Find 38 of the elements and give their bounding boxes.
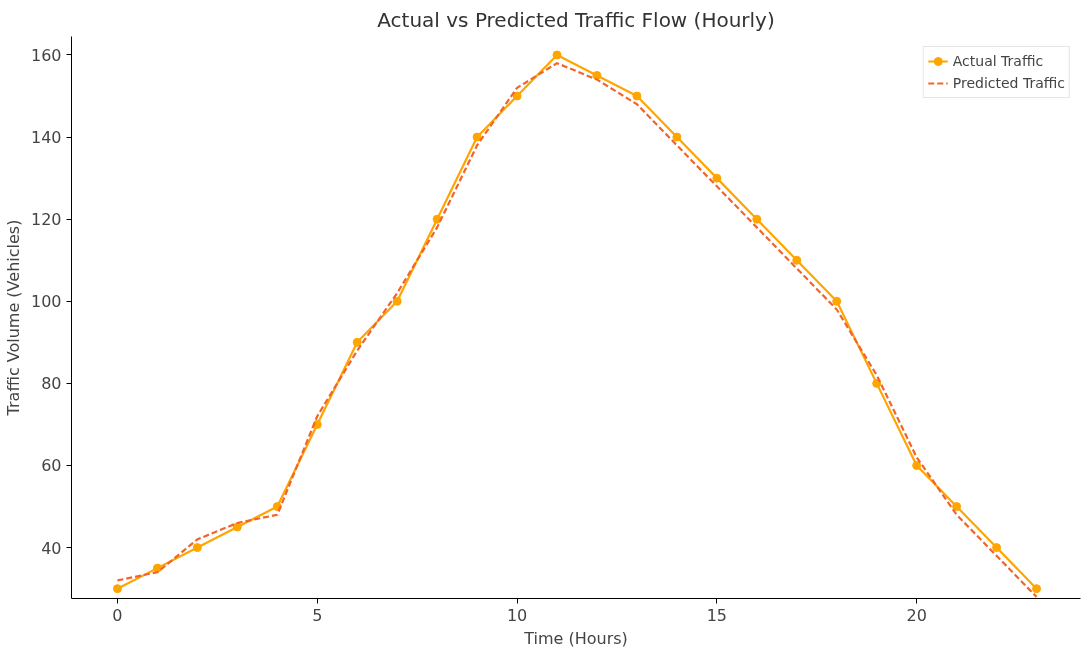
point: [712, 173, 722, 183]
chart-title: Actual vs Predicted Traffic Flow (Hourly): [377, 7, 775, 32]
x-tick-label: 15: [706, 605, 728, 625]
y-tick-label: 140: [30, 128, 62, 148]
x-axis-title: Time (Hours): [523, 628, 628, 648]
x-tick-label: 5: [312, 605, 323, 625]
y-axis-title: Traffic Volume (Vehicles): [3, 219, 23, 417]
point: [552, 50, 562, 60]
y-tick-label: 60: [41, 456, 62, 476]
x-tick-label: 20: [906, 605, 927, 625]
point: [872, 378, 882, 388]
x-tick-label: 10: [506, 605, 528, 625]
point: [352, 337, 362, 347]
point: [592, 71, 602, 80]
point: [232, 522, 242, 532]
point: [672, 132, 682, 142]
point: [112, 584, 122, 594]
y-tick-label: 160: [30, 45, 62, 65]
point: [1032, 584, 1042, 594]
point: [632, 91, 642, 101]
y-tick-label: 120: [30, 210, 62, 230]
point: [832, 296, 842, 306]
point: [392, 296, 402, 306]
point: [952, 502, 962, 512]
point: [792, 255, 802, 265]
y-tick-label: 40: [41, 538, 62, 558]
point: [512, 91, 522, 101]
y-tick-label: 100: [30, 292, 62, 312]
y-tick-label: 80: [41, 374, 62, 394]
point: [192, 543, 202, 553]
x-tick-label: 0: [112, 605, 123, 625]
point: [752, 214, 762, 224]
point: [912, 461, 922, 470]
point: [472, 132, 482, 142]
legend-label: Actual Traffic: [952, 53, 1044, 69]
legend-label: Predicted Traffic: [952, 75, 1065, 91]
point: [432, 214, 442, 224]
point: [992, 543, 1002, 553]
